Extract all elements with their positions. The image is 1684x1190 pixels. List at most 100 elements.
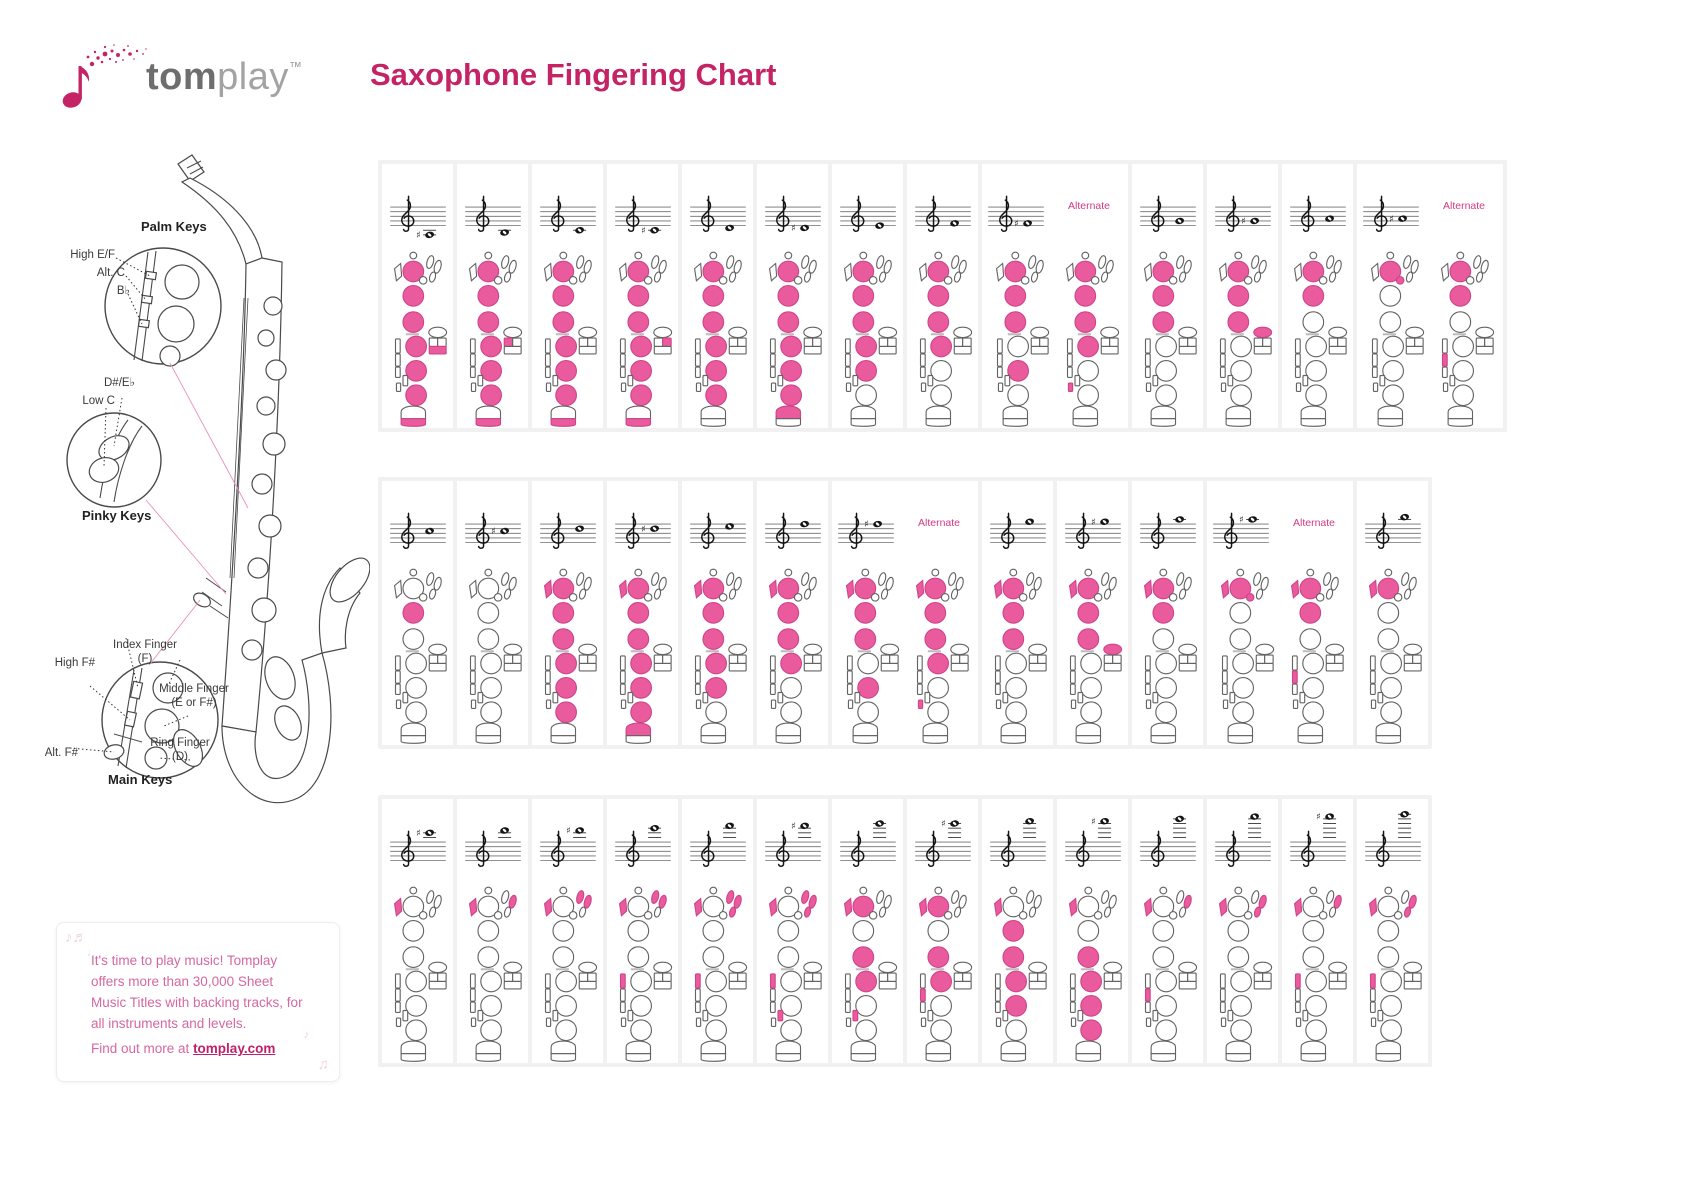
high-f-sharp-key-open [1301, 374, 1308, 387]
whole-note [424, 829, 434, 837]
palm-key-3-open [953, 906, 961, 918]
alt-f-sharp-key-open [620, 382, 626, 392]
right-hand-1-key-pressed [404, 335, 427, 358]
cell-header [607, 805, 678, 881]
palm-key-3-open [1328, 906, 1336, 918]
low-c-sharp-key-open [436, 337, 447, 347]
eb-pinky-key-open [775, 1040, 801, 1055]
front-f-key-open [858, 886, 867, 895]
octave-key-pressed [843, 897, 852, 917]
front-f-key-open [633, 886, 642, 895]
right-hand-2-key-open [404, 994, 427, 1017]
side-key-3-open [919, 366, 926, 378]
low-b-key-open [803, 337, 813, 347]
high-f-sharp-key-open [476, 374, 483, 387]
low-bb-key-open [578, 345, 597, 355]
alt-f-sharp-key-open [470, 1017, 476, 1027]
palm-key-3-open [653, 271, 661, 283]
right-hand-3-key-open [1154, 1019, 1177, 1042]
music-deco-icon: ♪ [303, 1029, 310, 1041]
left-hand-1-key-pressed [1004, 260, 1027, 283]
side-key-2-open [394, 670, 401, 684]
side-key-1-open [769, 338, 776, 354]
fingering-cell-C_5_Db5: ♯ [457, 481, 528, 745]
side-key-3-open [1441, 366, 1448, 378]
side-key-2-open [1294, 353, 1301, 367]
tomplay-link[interactable]: tomplay.com [193, 1041, 276, 1056]
fingering-diagram [1220, 568, 1275, 744]
left-hand-3-key-open [476, 946, 499, 968]
right-hand-2-key-open [554, 994, 577, 1017]
right-hand-2-key-open [1304, 359, 1327, 382]
staff-note-F_5_Gb5: ♯ [838, 512, 894, 549]
eb-pinky-key-open [852, 722, 879, 737]
low-c-sharp-key-open [511, 654, 522, 664]
front-f-key-open [1233, 251, 1242, 260]
fingering-diagram [1068, 886, 1122, 1062]
fingering-cell-A6 [982, 799, 1053, 1063]
left-hand-2-key-open [1076, 919, 1099, 942]
alt-f-sharp-key-open [920, 1017, 926, 1027]
left-hand-1-key-pressed [851, 260, 874, 283]
cell-header: ♯ [382, 805, 453, 881]
treble-clef-icon [775, 512, 789, 549]
alt-f-sharp-key-open [1370, 1017, 1376, 1027]
right-hand-3-key-open [929, 1019, 952, 1042]
octave-key-open [1293, 262, 1302, 282]
left-hand-1-key-pressed [1151, 577, 1174, 600]
left-hand-3-key-pressed [776, 311, 799, 333]
high-f-sharp-key-open [476, 1009, 483, 1022]
bis-key-open [943, 276, 952, 285]
left-hand-2-key-pressed [626, 601, 649, 624]
octave-key-open [393, 262, 402, 282]
fingering-diagram [1065, 251, 1120, 427]
front-f-key-open [483, 568, 492, 577]
alt-f-sharp-key-open [620, 699, 626, 709]
cell-header: ♯ [757, 170, 828, 246]
palm-key-1-open [950, 890, 959, 904]
treble-clef-icon [475, 830, 489, 867]
low-c-sharp-key-open [586, 654, 597, 664]
low-c-pinky-key-open [550, 735, 576, 744]
whole-note [1249, 813, 1259, 820]
bis-key-open [943, 911, 952, 920]
whole-note [1399, 513, 1409, 521]
side-key-2-open [769, 988, 776, 1002]
chart-row-2: ♯ ♯ ♯ Alternate ♯ ♯ Alternate [378, 477, 1432, 749]
high-f-sharp-key-open [551, 374, 558, 387]
low-c-pinky-key-open [1300, 1053, 1326, 1062]
eb-pinky-key-open [700, 405, 726, 420]
right-hand-1-key-pressed [629, 652, 652, 675]
cell-diagrams [463, 565, 523, 745]
right-hand-3-key-pressed [629, 384, 652, 407]
right-hand-3-key-open [779, 701, 802, 724]
low-b-key-open [728, 337, 738, 347]
right-hand-3-key-pressed [404, 384, 427, 407]
g-sharp-key-open [952, 326, 972, 339]
fingering-cell-D_4_Eb4: ♯ [757, 164, 828, 428]
low-c-pinky-key-open [700, 735, 726, 744]
side-key-2-open [994, 670, 1001, 684]
side-key-2-open [916, 670, 923, 684]
cell-header [1207, 805, 1278, 881]
front-f-key-open [1011, 251, 1020, 260]
fingering-diagram [993, 568, 1047, 744]
side-key-1-open [916, 655, 923, 671]
palm-key-1-open [1250, 890, 1259, 904]
left-hand-1-key-pressed [851, 895, 874, 918]
g-sharp-key-open [1255, 643, 1275, 656]
side-key-3-open [1221, 683, 1228, 695]
side-key-1-open [919, 338, 926, 354]
low-b-key-open [1403, 972, 1413, 982]
fingering-cell-C_4_Db4: ♯ [607, 164, 678, 428]
eb-pinky-key-open [1375, 722, 1401, 737]
right-hand-2-key-open [1304, 994, 1327, 1017]
left-hand-3-key-open [1151, 946, 1174, 968]
right-hand-3-key-open [704, 1019, 727, 1042]
staff-note-A4 [1289, 195, 1346, 232]
treble-clef-icon [700, 830, 714, 867]
trademark: ™ [288, 59, 303, 74]
whole-note [1398, 215, 1407, 222]
low-bb-key-open [1030, 345, 1049, 355]
cell-diagrams [763, 248, 823, 428]
